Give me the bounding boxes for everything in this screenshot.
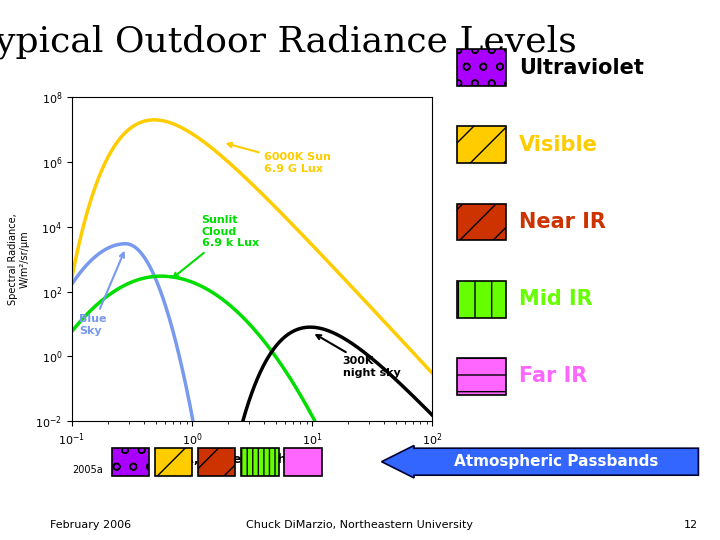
Y-axis label: Spectral Radiance,
W/m²/sr/μm: Spectral Radiance, W/m²/sr/μm: [8, 213, 30, 305]
Text: Near IR: Near IR: [519, 212, 606, 232]
Text: Visible: Visible: [519, 134, 598, 155]
Text: February 2006: February 2006: [50, 520, 132, 530]
Text: 12: 12: [684, 520, 698, 530]
Text: Far IR: Far IR: [519, 366, 588, 387]
Text: 6000K Sun
6.9 G Lux: 6000K Sun 6.9 G Lux: [228, 143, 331, 174]
Text: Atmospheric Passbands: Atmospheric Passbands: [454, 454, 658, 469]
Text: Sunlit
Cloud
6.9 k Lux: Sunlit Cloud 6.9 k Lux: [174, 215, 258, 278]
Text: Mid IR: Mid IR: [519, 289, 593, 309]
Text: Blue
Sky: Blue Sky: [79, 253, 124, 336]
Text: Typical Outdoor Radiance Levels: Typical Outdoor Radiance Levels: [0, 24, 577, 59]
Text: Chuck DiMarzio, Northeastern University: Chuck DiMarzio, Northeastern University: [246, 520, 474, 530]
X-axis label: λ, Wavelength, μm: λ, Wavelength, μm: [186, 453, 318, 466]
Text: 300K
night sky: 300K night sky: [316, 335, 400, 378]
Text: Ultraviolet: Ultraviolet: [519, 57, 644, 78]
Text: 2005a: 2005a: [72, 465, 103, 475]
